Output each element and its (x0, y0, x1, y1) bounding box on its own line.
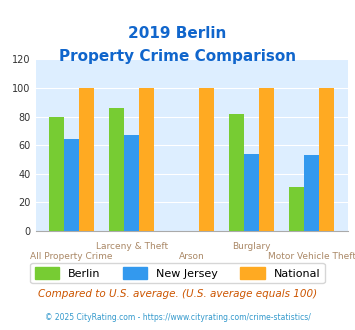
Bar (109, 108, 124, 231)
Bar (320, 88, 334, 231)
Bar (124, 135, 139, 231)
Text: Property Crime Comparison: Property Crime Comparison (59, 50, 296, 64)
Bar (259, 88, 274, 231)
Bar (199, 88, 214, 231)
Text: 2019 Berlin: 2019 Berlin (128, 26, 227, 41)
Text: Burglary: Burglary (233, 243, 271, 251)
Bar (49, 116, 64, 231)
Legend: Berlin, New Jersey, National: Berlin, New Jersey, National (30, 263, 325, 283)
Bar (229, 114, 244, 231)
Text: Compared to U.S. average. (U.S. average equals 100): Compared to U.S. average. (U.S. average … (38, 289, 317, 299)
Bar (289, 187, 304, 231)
Text: Arson: Arson (179, 252, 204, 261)
Bar (139, 88, 154, 231)
Bar (79, 88, 94, 231)
Text: Larceny & Theft: Larceny & Theft (95, 243, 168, 251)
Text: © 2025 CityRating.com - https://www.cityrating.com/crime-statistics/: © 2025 CityRating.com - https://www.city… (45, 313, 310, 322)
Bar (304, 155, 320, 231)
Bar (244, 154, 259, 231)
Text: Motor Vehicle Theft: Motor Vehicle Theft (268, 252, 355, 261)
Text: All Property Crime: All Property Crime (30, 252, 113, 261)
Bar (64, 140, 79, 231)
